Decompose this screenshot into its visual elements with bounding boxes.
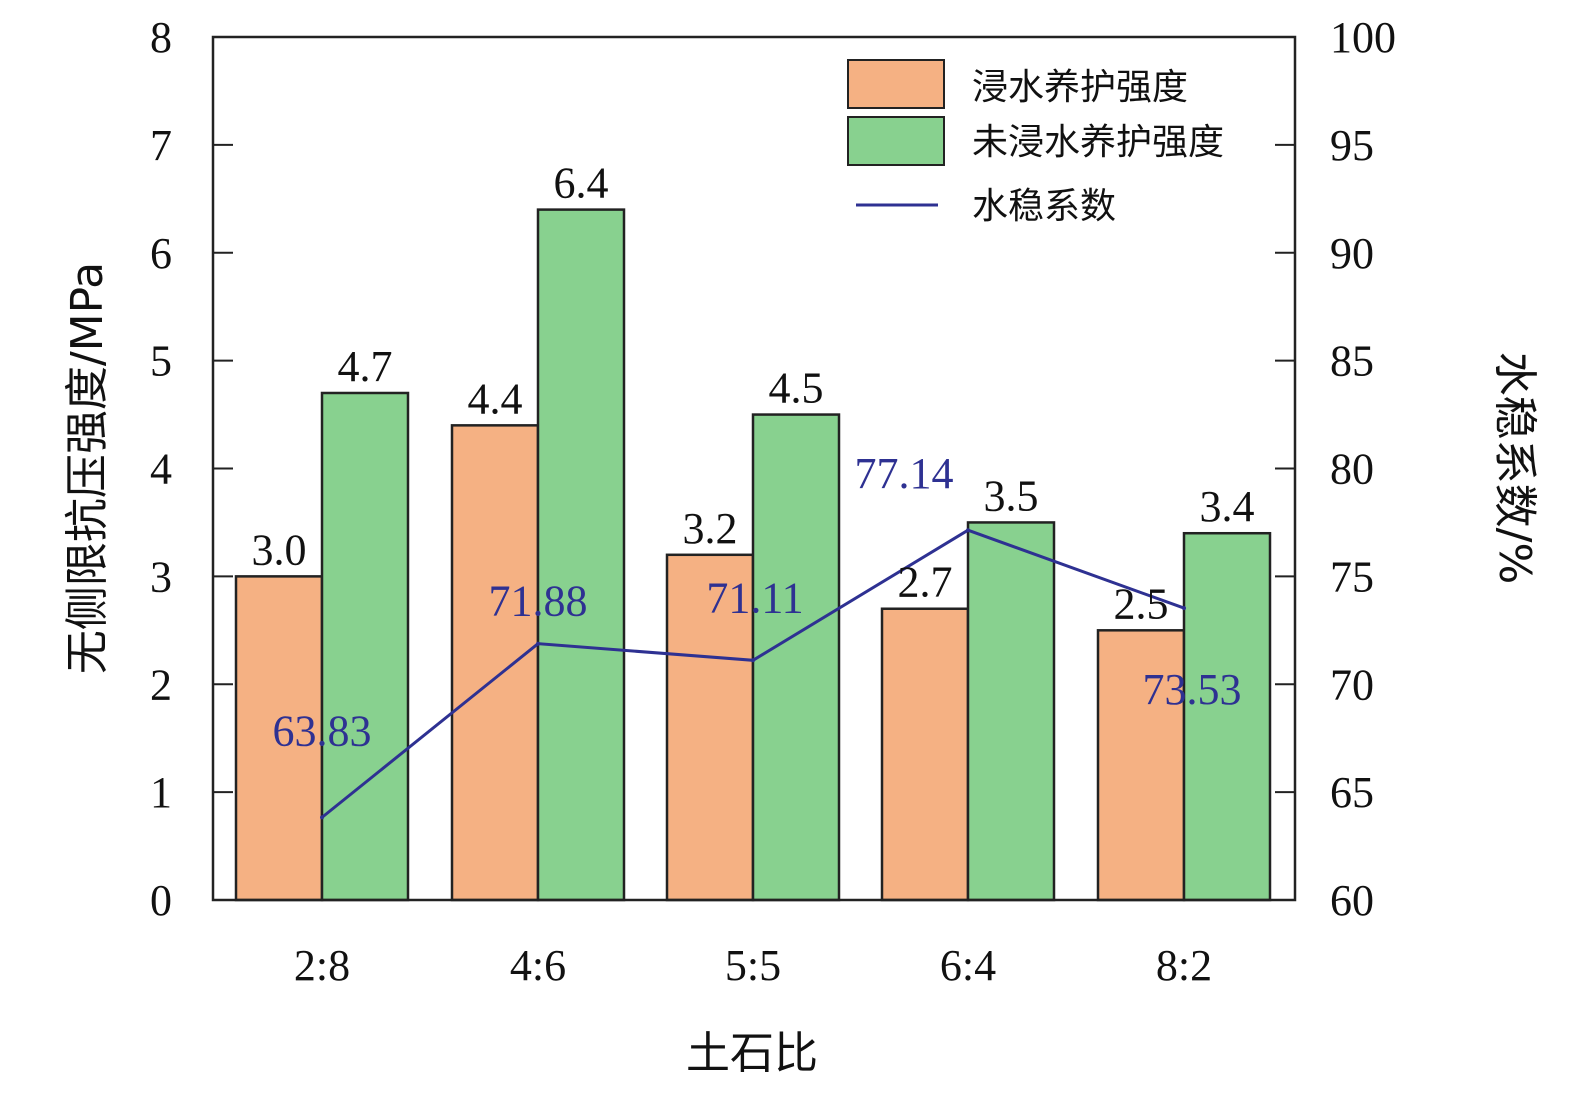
bar-label-unsoaked-2: 4.5	[769, 364, 824, 413]
y2-tick-label-7: 95	[1330, 121, 1374, 170]
y2-tick-label-2: 70	[1330, 660, 1374, 709]
stability-point-2	[751, 658, 755, 663]
y2-tick-label-0: 60	[1330, 876, 1374, 925]
y-tick-label-5: 5	[150, 337, 172, 386]
y-tick-label-6: 6	[150, 229, 172, 278]
legend: 浸水养护强度 未浸水养护强度 水稳系数	[847, 59, 1224, 227]
x-tick-label-2: 5:5	[725, 941, 781, 990]
x-tick-label-0: 2:8	[294, 941, 350, 990]
y2-tick-label-4: 80	[1330, 445, 1374, 494]
stability-point-3	[966, 528, 970, 533]
line-layer	[320, 528, 1186, 820]
y2-tick-label-6: 90	[1330, 229, 1374, 278]
y-tick-label-2: 2	[150, 660, 172, 709]
y2-tick-label-8: 100	[1330, 13, 1396, 62]
y2-axis-title: 水稳系数/%	[1489, 352, 1540, 585]
bar-label-unsoaked-1: 6.4	[554, 159, 609, 208]
legend-swatch-unsoaked	[847, 116, 945, 166]
y-tick-label-7: 7	[150, 121, 172, 170]
x-tick-label-4: 8:2	[1156, 941, 1212, 990]
x-axis-title: 土石比	[686, 1028, 818, 1079]
stability-label-4: 73.53	[1143, 665, 1242, 714]
bar-soaked-0	[234, 575, 324, 902]
stability-point-4	[1182, 606, 1186, 611]
bar-label-soaked-2: 3.2	[683, 504, 738, 553]
x-tick-label-3: 6:4	[940, 941, 996, 990]
bar-unsoaked-1	[536, 208, 626, 902]
bar-unsoaked-4	[1182, 531, 1272, 902]
y-tick-label-4: 4	[150, 445, 172, 494]
bar-label-unsoaked-0: 4.7	[338, 342, 393, 391]
y-axis-title: 无侧限抗压强度/MPa	[62, 262, 113, 674]
labels-layer: 3.0 4.7 4.4 6.4 3.2 4.5 2.7 3.5 2.5 3.4 63.83 71.88…	[252, 159, 1255, 756]
stability-point-1	[536, 641, 540, 646]
bar-label-soaked-1: 4.4	[468, 374, 523, 423]
bar-unsoaked-3	[966, 521, 1056, 902]
y-tick-label-1: 1	[150, 768, 172, 817]
bar-unsoaked-2	[751, 413, 841, 902]
y-tick-label-0: 0	[150, 876, 172, 925]
legend-label-soaked: 浸水养护强度	[972, 67, 1188, 108]
stability-point-0	[320, 815, 324, 820]
y2-tick-label-1: 65	[1330, 768, 1374, 817]
y-tick-label-8: 8	[150, 13, 172, 62]
bar-label-soaked-4: 2.5	[1114, 579, 1169, 628]
bar-unsoaked-0	[320, 391, 410, 902]
bar-soaked-1	[450, 424, 540, 902]
bar-label-soaked-3: 2.7	[898, 558, 953, 607]
x-tick-label-1: 4:6	[510, 941, 566, 990]
stability-label-1: 71.88	[489, 577, 588, 626]
bar-label-unsoaked-4: 3.4	[1200, 482, 1255, 531]
bar-label-soaked-0: 3.0	[252, 525, 307, 574]
bar-soaked-4	[1096, 629, 1186, 902]
stability-label-0: 63.83	[273, 706, 372, 755]
y-tick-label-3: 3	[150, 552, 172, 601]
bars-layer	[234, 208, 1272, 902]
stability-label-3: 77.14	[855, 449, 954, 498]
legend-swatch-soaked	[847, 59, 945, 109]
legend-label-stability: 水稳系数	[972, 186, 1116, 227]
bar-label-unsoaked-3: 3.5	[984, 471, 1039, 520]
legend-label-unsoaked: 未浸水养护强度	[972, 122, 1224, 163]
bar-soaked-3	[880, 607, 970, 902]
axes-layer: 0 1 2 3 4 5 6 7 8 60 65 70 75 80 85 90 95 100 2:8 4:6 5:5 6:4…	[150, 13, 1396, 990]
y2-tick-label-5: 85	[1330, 337, 1374, 386]
bar-soaked-2	[665, 553, 755, 902]
stability-label-2: 71.11	[706, 573, 803, 622]
y2-tick-label-3: 75	[1330, 552, 1374, 601]
